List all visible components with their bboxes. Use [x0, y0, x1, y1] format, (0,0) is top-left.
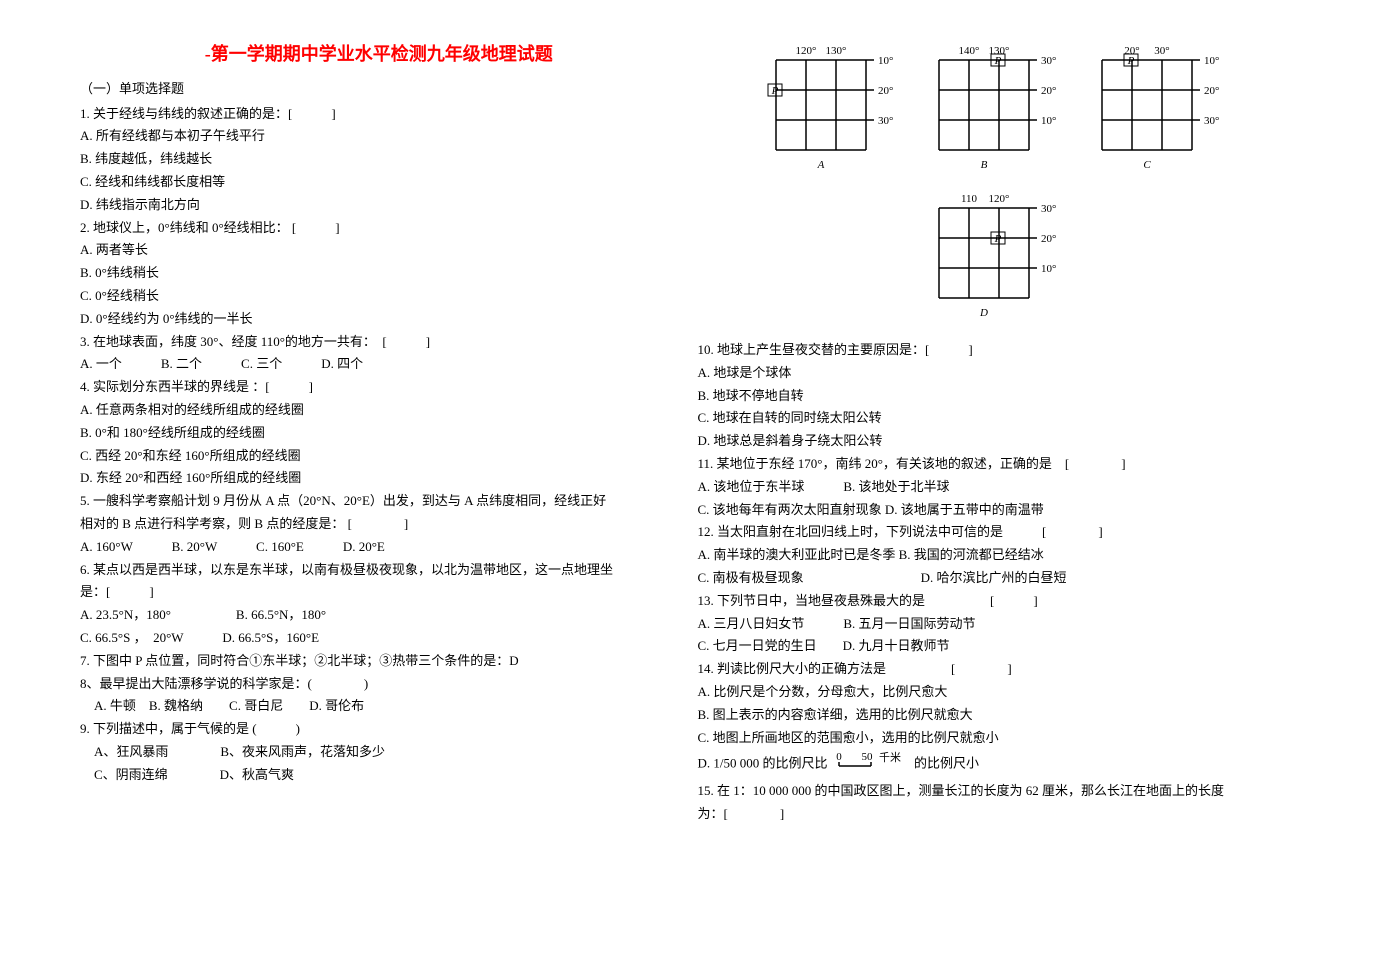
svg-text:30°: 30° [1041, 55, 1056, 67]
q6-line1: 6. 某点以西是西半球，以东是东半球，以南有极昼极夜现象，以北为温带地区，这一点… [80, 560, 678, 581]
svg-text:P: P [993, 55, 1001, 67]
q8: 8、最早提出大陆漂移学说的科学家是：( ) [80, 674, 678, 695]
q14-opt-b: B. 图上表示的内容愈详细，选用的比例尺就愈大 [698, 705, 1296, 726]
svg-text:130°: 130° [825, 45, 846, 57]
q11: 11. 某地位于东经 170°，南纬 20°，有关该地的叙述，正确的是 [ ] [698, 454, 1296, 475]
q11-opts-ab: A. 该地位于东半球 B. 该地处于北半球 [698, 477, 1296, 498]
svg-text:30°: 30° [878, 115, 893, 127]
q11-opts-cd: C. 该地每年有两次太阳直射现象 D. 该地属于五带中的南温带 [698, 500, 1296, 521]
svg-text:D: D [979, 307, 988, 319]
q9-opts1: A、狂风暴雨 B、夜来风雨声，花落知多少 [80, 742, 678, 763]
q2-opt-b: B. 0°纬线稍长 [80, 263, 678, 284]
q10: 10. 地球上产生昼夜交替的主要原因是：[ ] [698, 340, 1296, 361]
svg-text:30°: 30° [1041, 203, 1056, 215]
q10-opt-c: C. 地球在自转的同时绕太阳公转 [698, 408, 1296, 429]
q12-opts-ab: A. 南半球的澳大利亚此时已是冬季 B. 我国的河流都已经结冰 [698, 545, 1296, 566]
grid-diagrams: 120°130°10°20°30°PA 140°130°30°20°10°PB … [698, 40, 1296, 328]
q1-opt-b: B. 纬度越低，纬线越长 [80, 149, 678, 170]
q6-opts1: A. 23.5°N，180° B. 66.5°N，180° [80, 605, 678, 626]
diagram-d: 110 120° 30° 20° 10° P D [919, 188, 1074, 328]
q14-opt-d: D. 1/50 000 的比例尺比 0 50 千米 的比例尺小 [698, 750, 1296, 779]
q13-opts-cd: C. 七月一日党的生日 D. 九月十日教师节 [698, 636, 1296, 657]
q6-opts2: C. 66.5°S ， 20°W D. 66.5°S，160°E [80, 628, 678, 649]
section-label: （一）单项选择题 [80, 79, 678, 100]
q10-opt-b: B. 地球不停地自转 [698, 386, 1296, 407]
svg-text:P: P [770, 85, 778, 97]
q5-opts: A. 160°W B. 20°W C. 160°E D. 20°E [80, 537, 678, 558]
diagram-b: 140°130°30°20°10°PB [919, 40, 1074, 180]
svg-text:10°: 10° [1204, 55, 1219, 67]
svg-text:B: B [980, 159, 987, 171]
q15-line2: 为：[ ] [698, 804, 1296, 825]
svg-text:P: P [993, 233, 1001, 245]
svg-text:10°: 10° [878, 55, 893, 67]
q1-opt-c: C. 经线和纬线都长度相等 [80, 172, 678, 193]
svg-text:30°: 30° [1154, 45, 1169, 57]
q13: 13. 下列节日中，当地昼夜悬殊最大的是 [ ] [698, 591, 1296, 612]
q13-opts-ab: A. 三月八日妇女节 B. 五月一日国际劳动节 [698, 614, 1296, 635]
q6-line2: 是：[ ] [80, 582, 678, 603]
svg-text:10°: 10° [1041, 263, 1056, 275]
svg-text:140°: 140° [958, 45, 979, 57]
q10-opt-d: D. 地球总是斜着身子绕太阳公转 [698, 431, 1296, 452]
q14d-pre: D. 1/50 000 的比例尺比 [698, 756, 828, 771]
q4-opt-b: B. 0°和 180°经线所组成的经线圈 [80, 423, 678, 444]
q4-opt-a: A. 任意两条相对的经线所组成的经线圈 [80, 400, 678, 421]
svg-text:110: 110 [961, 193, 978, 205]
q14-opt-a: A. 比例尺是个分数，分母愈大，比例尺愈大 [698, 682, 1296, 703]
q8-opts: A. 牛顿 B. 魏格纳 C. 哥白尼 D. 哥伦布 [80, 696, 678, 717]
svg-text:120°: 120° [795, 45, 816, 57]
q3: 3. 在地球表面，纬度 30°、经度 110°的地方一共有： [ ] [80, 332, 678, 353]
q9-opts2: C、阴雨连绵 D、秋高气爽 [80, 765, 678, 786]
svg-text:20°: 20° [1204, 85, 1219, 97]
q2-opt-c: C. 0°经线稍长 [80, 286, 678, 307]
exam-title: -第一学期期中学业水平检测九年级地理试题 [80, 40, 678, 69]
svg-text:A: A [816, 159, 824, 171]
q15-line1: 15. 在 1：10 000 000 的中国政区图上，测量长江的长度为 62 厘… [698, 781, 1296, 802]
svg-text:千米: 千米 [879, 751, 901, 764]
svg-text:P: P [1126, 55, 1134, 67]
q7: 7. 下图中 P 点位置，同时符合①东半球；②北半球；③热带三个条件的是：D [80, 651, 678, 672]
q2-opt-d: D. 0°经线约为 0°纬线的一半长 [80, 309, 678, 330]
q4: 4. 实际划分东西半球的界线是 ：[ ] [80, 377, 678, 398]
q12-opts-cd: C. 南极有极昼现象 D. 哈尔滨比广州的白昼短 [698, 568, 1296, 589]
q2-opt-a: A. 两者等长 [80, 240, 678, 261]
q5-line2: 相对的 B 点进行科学考察，则 B 点的经度是： [ ] [80, 514, 678, 535]
svg-text:10°: 10° [1041, 115, 1056, 127]
q4-opt-c: C. 西经 20°和东经 160°所组成的经线圈 [80, 446, 678, 467]
scale-bar-icon: 0 50 千米 [831, 750, 911, 779]
q14d-post: 的比例尺小 [914, 756, 979, 771]
svg-text:0: 0 [836, 751, 842, 763]
q14: 14. 判读比例尺大小的正确方法是 [ ] [698, 659, 1296, 680]
q4-opt-d: D. 东经 20°和西经 160°所组成的经线圈 [80, 468, 678, 489]
svg-text:120°: 120° [988, 193, 1009, 205]
q14-opt-c: C. 地图上所画地区的范围愈小，选用的比例尺就愈小 [698, 728, 1296, 749]
svg-text:20°: 20° [878, 85, 893, 97]
right-column: 120°130°10°20°30°PA 140°130°30°20°10°PB … [698, 40, 1296, 827]
q9: 9. 下列描述中，属于气候的是 ( ) [80, 719, 678, 740]
svg-text:20°: 20° [1041, 233, 1056, 245]
q1-opt-a: A. 所有经线都与本初子午线平行 [80, 126, 678, 147]
q12: 12. 当太阳直射在北回归线上时，下列说法中可信的是 [ ] [698, 522, 1296, 543]
q5-line1: 5. 一艘科学考察船计划 9 月份从 A 点（20°N、20°E）出发，到达与 … [80, 491, 678, 512]
diagram-c: 20°30°10°20°30°PC [1082, 40, 1237, 180]
svg-text:30°: 30° [1204, 115, 1219, 127]
q1-opt-d: D. 纬线指示南北方向 [80, 195, 678, 216]
q10-opt-a: A. 地球是个球体 [698, 363, 1296, 384]
left-column: -第一学期期中学业水平检测九年级地理试题 （一）单项选择题 1. 关于经线与纬线… [80, 40, 678, 827]
q1: 1. 关于经线与纬线的叙述正确的是：[ ] [80, 104, 678, 125]
svg-text:C: C [1143, 159, 1151, 171]
svg-text:20°: 20° [1041, 85, 1056, 97]
q2: 2. 地球仪上，0°纬线和 0°经线相比： [ ] [80, 218, 678, 239]
diagram-a: 120° 130° 10° 20° 30° P A [756, 40, 911, 180]
q3-opts: A. 一个 B. 二个 C. 三个 D. 四个 [80, 354, 678, 375]
svg-text:50: 50 [861, 751, 873, 763]
